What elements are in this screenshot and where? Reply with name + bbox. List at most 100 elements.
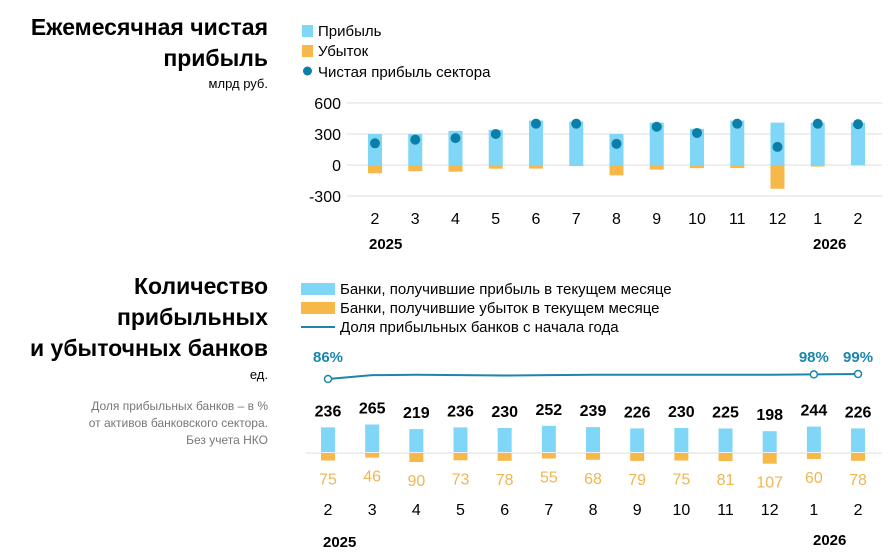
x-tick-label: 1 [813, 211, 822, 228]
legend-swatch-profit-banks [301, 283, 335, 295]
x-tick-label: 8 [589, 502, 598, 519]
loss-banks-bar [497, 453, 512, 461]
net-profit-point [490, 129, 501, 139]
profit-bar [569, 121, 584, 165]
net-profit-point [531, 118, 541, 129]
profit-banks-bar [409, 429, 424, 452]
profit-bar [851, 122, 865, 165]
x-tick-label: 12 [761, 502, 779, 519]
net-profit-point [370, 138, 380, 149]
legend-swatch-loss-banks [301, 302, 335, 314]
chart2-note: Доля прибыльных банков – в % от активов … [89, 398, 268, 449]
net-profit-point [732, 118, 743, 129]
loss-banks-bar [541, 453, 556, 459]
profit-banks-bar [453, 427, 468, 452]
profit-banks-bar [851, 428, 866, 452]
chart1-title-line: Ежемесячная чистая [30, 14, 268, 40]
profit-bar [609, 134, 624, 165]
x-tick-label: 2 [854, 502, 863, 519]
chart2-unit: ед. [249, 367, 268, 382]
legend-swatch-loss [302, 45, 313, 57]
loss-banks-bar [806, 453, 821, 459]
x-tick-label: 6 [532, 211, 541, 228]
legend-marker-net [303, 66, 312, 76]
loss-banks-bar [851, 453, 866, 461]
year-label: 2026 [813, 532, 846, 549]
loss-banks-label: 60 [805, 470, 823, 487]
loss-bar [770, 165, 785, 189]
loss-banks-bar [630, 453, 645, 461]
net-profit-point [772, 141, 783, 152]
loss-banks-label: 78 [496, 472, 514, 489]
x-tick-label: 8 [612, 211, 621, 228]
chart1-title-line: прибыль [163, 45, 268, 71]
loss-banks-bar [453, 453, 468, 461]
profit-banks-label: 230 [668, 404, 695, 421]
profit-bar [690, 128, 704, 165]
legend-label: Банки, получившие прибыль в текущем меся… [340, 281, 672, 298]
profit-bar [649, 122, 664, 165]
loss-banks-bar [365, 453, 380, 458]
net-profit-point [651, 121, 662, 132]
x-tick-label: 9 [633, 502, 642, 519]
legend-label: Прибыль [318, 23, 382, 40]
loss-banks-bar [674, 453, 689, 461]
profit-banks-bar [497, 428, 512, 452]
loss-bar [448, 165, 463, 172]
profit-bar [730, 120, 745, 165]
profit-banks-bar [674, 428, 689, 452]
loss-banks-bar [586, 453, 601, 460]
profit-banks-label: 252 [535, 402, 562, 419]
x-tick-label: 5 [491, 211, 500, 228]
loss-banks-label: 75 [319, 472, 337, 489]
y-tick-label: -300 [309, 189, 341, 206]
legend-label: Чистая прибыль сектора [318, 64, 491, 81]
net-profit-point [692, 127, 702, 138]
loss-bar [810, 165, 825, 167]
profit-banks-label: 244 [801, 403, 828, 420]
y-tick-label: 600 [314, 96, 341, 113]
profit-banks-bar [321, 427, 335, 452]
profit-bar [488, 129, 503, 165]
loss-bar [368, 165, 382, 174]
year-label: 2025 [323, 534, 356, 551]
loss-bar [408, 165, 423, 172]
legend-label: Банки, получившие убыток в текущем месяц… [340, 300, 659, 317]
y-tick-label: 300 [314, 127, 341, 144]
loss-bar [851, 165, 865, 166]
share-label: 86% [313, 349, 343, 366]
loss-banks-bar [718, 453, 733, 462]
loss-bar [488, 165, 503, 169]
loss-bar [569, 165, 584, 167]
loss-bar [730, 165, 745, 169]
chart2-title-line: Количество [133, 273, 268, 299]
profit-banks-label: 265 [359, 401, 386, 418]
chart1-unit: млрд руб. [208, 76, 268, 91]
loss-bar [690, 165, 704, 169]
share-label: 99% [843, 349, 873, 366]
profit-banks-bar [806, 426, 821, 452]
profit-banks-bar [365, 424, 380, 452]
share-point [853, 369, 863, 379]
profit-banks-label: 239 [580, 403, 607, 420]
profit-bar [810, 122, 825, 165]
net-profit-point [812, 118, 823, 129]
profit-banks-label: 226 [845, 404, 872, 421]
net-profit-point [611, 138, 622, 149]
net-profit-point [450, 133, 461, 144]
loss-banks-label: 78 [849, 472, 867, 489]
loss-bar [609, 165, 624, 176]
loss-banks-bar [409, 453, 424, 462]
legend-label: Убыток [318, 43, 369, 60]
share-point [809, 370, 819, 379]
chart2-title: Количество прибыльных и убыточных банков [30, 271, 268, 364]
year-label: 2025 [369, 236, 402, 253]
profit-banks-label: 225 [712, 405, 739, 422]
loss-banks-label: 68 [584, 471, 602, 488]
x-tick-label: 9 [652, 211, 661, 228]
profit-banks-label: 236 [315, 403, 342, 420]
loss-banks-label: 46 [363, 469, 381, 486]
chart2-title-line: и убыточных банков [30, 335, 268, 361]
x-tick-label: 10 [672, 502, 690, 519]
